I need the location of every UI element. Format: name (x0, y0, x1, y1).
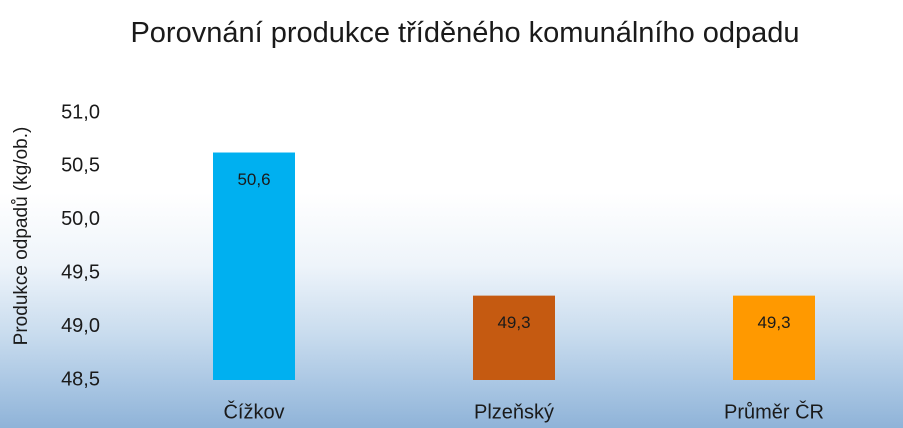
x-tick-label: Čížkov (223, 400, 284, 423)
y-tick-label: 51,0 (61, 101, 100, 123)
y-tick-label: 50,0 (61, 208, 100, 230)
y-tick-label: 49,0 (61, 315, 100, 337)
bar (473, 295, 555, 380)
x-tick-label: Plzeňský (474, 401, 554, 423)
data-label: 50,6 (237, 170, 270, 189)
data-label: 49,3 (497, 313, 530, 332)
data-label: 49,3 (757, 313, 790, 332)
y-axis-label: Produkce odpadů (kg/ob.) (11, 127, 32, 346)
y-tick-label: 49,5 (61, 261, 100, 283)
x-tick-label: Průměr ČR (724, 400, 824, 423)
y-tick-label: 48,5 (61, 368, 100, 390)
bar (733, 295, 815, 380)
bar (213, 152, 295, 380)
y-tick-label: 50,5 (61, 155, 100, 177)
chart-title: Porovnání produkce tříděného komunálního… (130, 17, 800, 49)
